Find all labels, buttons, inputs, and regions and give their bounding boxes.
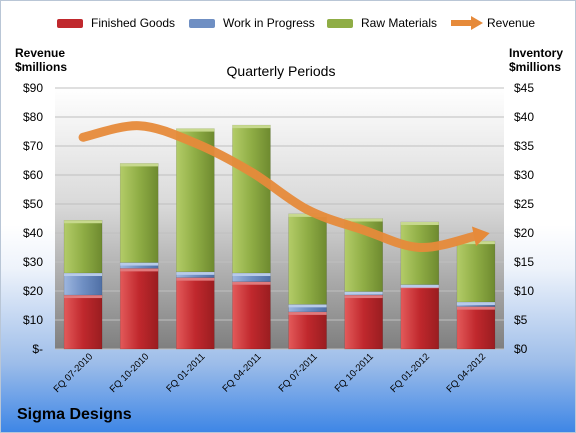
x-tick-label: FQ 07-2011: [277, 351, 320, 394]
right-axis-title-line2: $millions: [509, 60, 562, 74]
bar-finished-goods-cap: [120, 268, 159, 272]
bar-finished-goods-cap: [456, 306, 495, 310]
x-tick-label: FQ 07-2010: [52, 351, 96, 395]
left-tick-label: $50: [23, 197, 43, 211]
bar-finished-goods: [232, 281, 271, 350]
right-tick-label: $15: [514, 255, 534, 269]
bar-raw-materials-cap: [176, 128, 215, 132]
bar-work-in-progress-cap: [344, 291, 383, 295]
bar-finished-goods: [400, 284, 440, 350]
legend-label-revenue: Revenue: [487, 16, 536, 30]
right-tick-label: $45: [514, 81, 534, 95]
bar-finished-goods: [344, 294, 383, 350]
bar-raw-materials: [63, 219, 103, 274]
bar-raw-materials-cap: [120, 163, 159, 167]
left-tick-label: $-: [32, 342, 43, 356]
right-tick-label: $25: [514, 197, 534, 211]
bar-raw-materials-cap: [400, 221, 439, 225]
right-tick-label: $35: [514, 139, 534, 153]
right-tick-label: $5: [514, 313, 528, 327]
bar-work-in-progress-cap: [456, 302, 495, 306]
left-tick-label: $70: [23, 139, 43, 153]
x-tick-label: FQ 10-2010: [108, 351, 152, 395]
left-tick-label: $80: [23, 110, 43, 124]
left-tick-label: $90: [23, 81, 43, 95]
bar-work-in-progress-cap: [120, 262, 159, 266]
right-axis-title: Inventory $millions: [509, 46, 563, 74]
bar-work-in-progress-cap: [400, 284, 439, 288]
bar-raw-materials-cap: [64, 220, 103, 224]
bar-raw-materials-cap: [288, 213, 327, 217]
x-tick-label: FQ 04-2012: [444, 351, 488, 395]
bar-raw-materials: [232, 124, 271, 274]
chart-title: Quarterly Periods: [226, 63, 336, 79]
bar-finished-goods: [456, 306, 496, 350]
x-tick-label: FQ 01-2012: [388, 351, 432, 395]
bar-raw-materials: [119, 163, 159, 263]
x-tick-label: FQ 10-2011: [333, 351, 376, 394]
bar-raw-materials: [288, 213, 327, 305]
right-tick-label: $20: [514, 226, 534, 240]
left-tick-label: $30: [23, 255, 43, 269]
bar-work-in-progress: [63, 272, 103, 296]
bar-work-in-progress-cap: [288, 304, 327, 308]
bar-raw-materials-cap: [344, 218, 383, 222]
bar-finished-goods-cap: [344, 295, 383, 299]
right-axis-title-line1: Inventory: [509, 46, 564, 60]
left-tick-label: $60: [23, 168, 43, 182]
bar-finished-goods: [119, 268, 159, 350]
legend-label-raw-materials: Raw Materials: [361, 16, 438, 30]
right-tick-label: $0: [514, 342, 528, 356]
company-name: Sigma Designs: [17, 406, 132, 423]
bar-finished-goods-cap: [176, 277, 215, 281]
right-tick-label: $40: [514, 110, 534, 124]
bar-work-in-progress-cap: [176, 271, 215, 275]
bar-raw-materials: [400, 221, 440, 285]
bar-work-in-progress-cap: [64, 273, 103, 277]
bar-finished-goods: [63, 294, 103, 350]
bar-finished-goods-cap: [64, 295, 103, 299]
right-tick-label: $30: [514, 168, 534, 182]
legend-label-finished-goods: Finished Goods: [91, 16, 176, 30]
bar-finished-goods: [288, 311, 327, 350]
left-axis-title-line1: Revenue: [15, 46, 66, 60]
legend-swatch-revenue-arrow-icon: [451, 16, 483, 30]
bar-finished-goods-cap: [232, 281, 271, 285]
bar-raw-materials-cap: [232, 125, 271, 129]
revenue-arrowhead: [471, 226, 490, 247]
legend-swatch-work-in-progress: [189, 19, 215, 28]
left-axis-title: Revenue $millions: [15, 46, 67, 74]
bar-raw-materials: [456, 240, 496, 303]
right-tick-label: $10: [514, 284, 534, 298]
revenue-line: [78, 121, 481, 253]
bar-finished-goods: [176, 277, 215, 350]
left-tick-label: $40: [23, 226, 43, 240]
bar-work-in-progress-cap: [232, 273, 271, 277]
x-tick-label: FQ 01-2011: [164, 351, 207, 394]
left-tick-label: $10: [23, 313, 43, 327]
x-tick-label: FQ 04-2011: [220, 351, 263, 394]
legend-swatch-raw-materials: [327, 19, 353, 28]
bar-finished-goods-cap: [288, 311, 327, 315]
left-axis-title-line2: $millions: [15, 60, 68, 74]
legend-swatch-finished-goods: [57, 19, 83, 28]
legend-label-work-in-progress: Work in Progress: [223, 16, 315, 30]
left-tick-label: $20: [23, 284, 43, 298]
